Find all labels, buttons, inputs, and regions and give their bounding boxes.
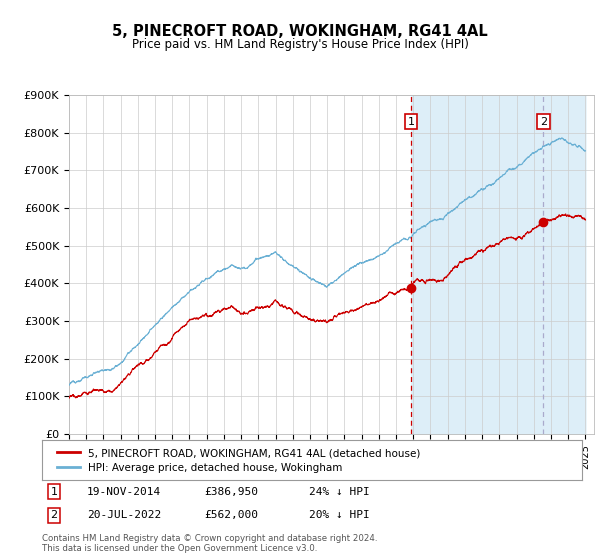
Text: 19-NOV-2014: 19-NOV-2014	[87, 487, 161, 497]
Text: 2: 2	[539, 116, 547, 127]
Legend: 5, PINECROFT ROAD, WOKINGHAM, RG41 4AL (detached house), HPI: Average price, det: 5, PINECROFT ROAD, WOKINGHAM, RG41 4AL (…	[53, 444, 425, 477]
Text: £386,950: £386,950	[204, 487, 258, 497]
Text: 24% ↓ HPI: 24% ↓ HPI	[309, 487, 370, 497]
Text: £562,000: £562,000	[204, 510, 258, 520]
Text: 20% ↓ HPI: 20% ↓ HPI	[309, 510, 370, 520]
Text: 20-JUL-2022: 20-JUL-2022	[87, 510, 161, 520]
Text: 1: 1	[407, 116, 415, 127]
Text: 2: 2	[50, 510, 58, 520]
Text: Price paid vs. HM Land Registry's House Price Index (HPI): Price paid vs. HM Land Registry's House …	[131, 38, 469, 51]
Text: Contains HM Land Registry data © Crown copyright and database right 2024.
This d: Contains HM Land Registry data © Crown c…	[42, 534, 377, 553]
Text: 1: 1	[50, 487, 58, 497]
Text: 5, PINECROFT ROAD, WOKINGHAM, RG41 4AL: 5, PINECROFT ROAD, WOKINGHAM, RG41 4AL	[112, 24, 488, 39]
